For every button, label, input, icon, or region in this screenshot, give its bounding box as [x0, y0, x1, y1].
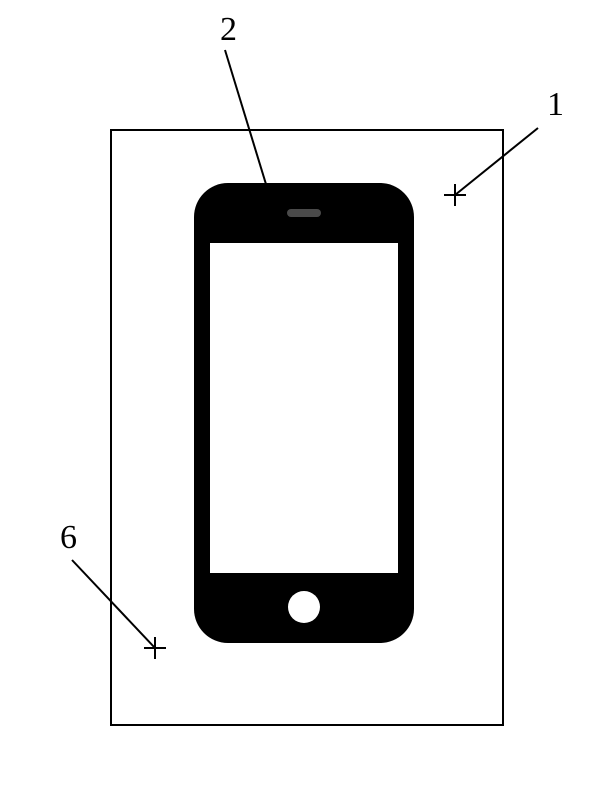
phone-home-button: [288, 591, 320, 623]
label-1: 1: [547, 86, 564, 123]
phone-screen: [210, 243, 398, 573]
label-6: 6: [60, 519, 77, 556]
label-2: 2: [220, 11, 237, 48]
phone-speaker: [287, 209, 321, 217]
